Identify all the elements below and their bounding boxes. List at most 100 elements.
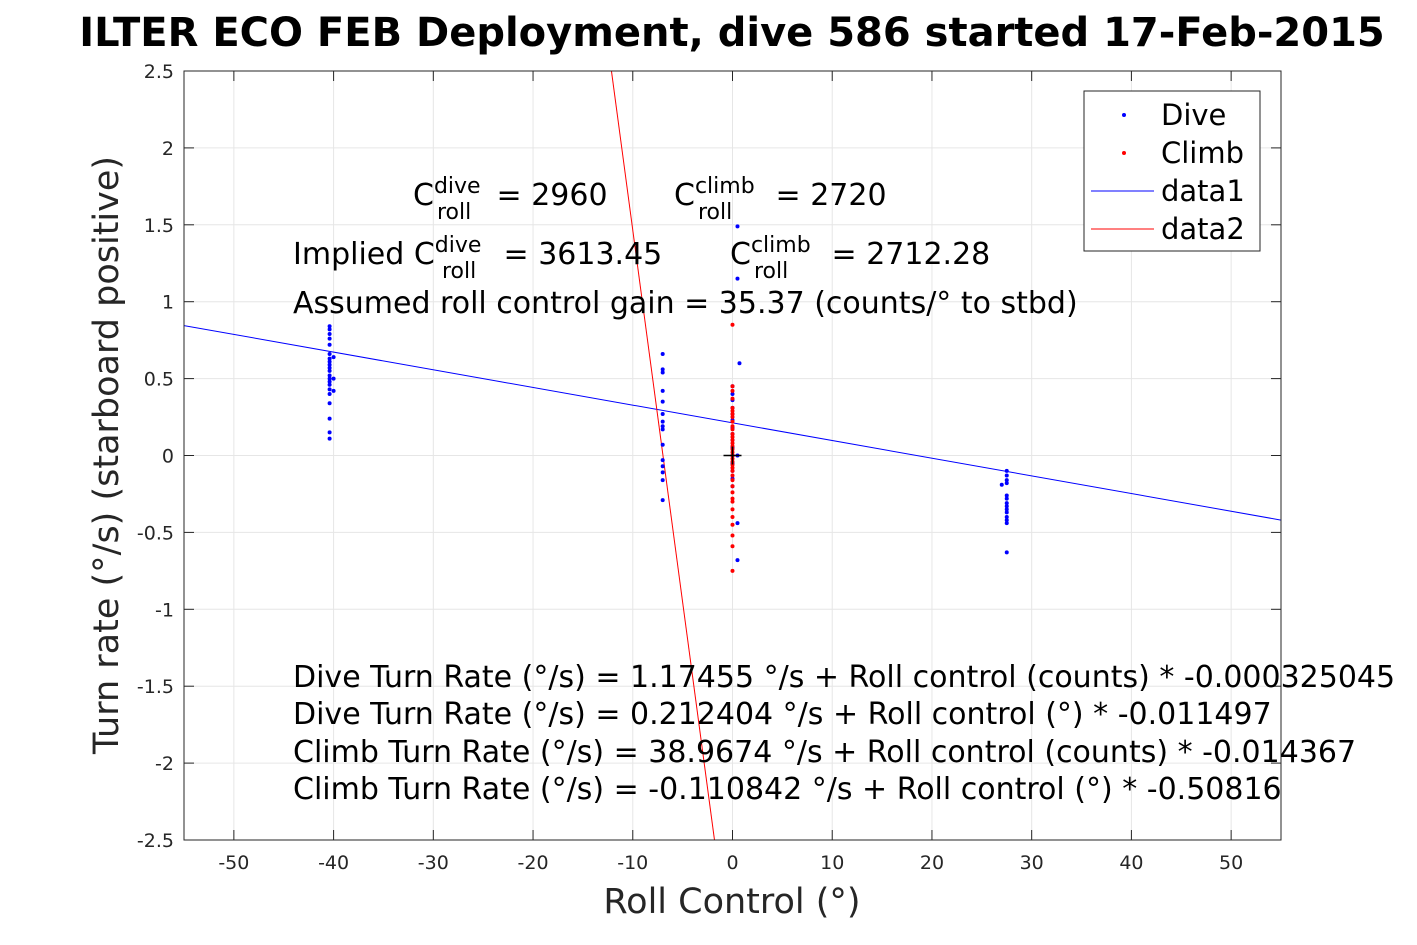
dive-point bbox=[327, 327, 332, 332]
y-tick-label: -1.5 bbox=[137, 676, 174, 698]
c-dive-annotation: Cdive roll = 2960 bbox=[413, 174, 608, 225]
dive-point bbox=[327, 376, 332, 381]
dive-point bbox=[1004, 515, 1009, 520]
legend-data2-label: data2 bbox=[1161, 212, 1245, 246]
dive-point bbox=[327, 430, 332, 435]
climb-point bbox=[730, 490, 735, 495]
dive-point bbox=[660, 419, 665, 424]
dive-point bbox=[1004, 468, 1009, 473]
dive-point bbox=[327, 373, 332, 378]
legend-data1-label: data1 bbox=[1161, 174, 1245, 208]
plot-box bbox=[183, 70, 1282, 841]
x-tick-label: -20 bbox=[518, 852, 549, 874]
y-tick-label: -2 bbox=[155, 753, 174, 775]
c-dive-value: = 2960 bbox=[487, 178, 608, 213]
dive-point bbox=[327, 336, 332, 341]
climb-point bbox=[730, 438, 735, 443]
climb-point bbox=[730, 441, 735, 446]
x-tick-label: 30 bbox=[1020, 852, 1044, 874]
implied-dive-sub: roll bbox=[442, 259, 476, 284]
dive-point bbox=[660, 424, 665, 429]
y-tick-label: 0.5 bbox=[144, 369, 174, 391]
annotations: Cdive roll = 2960 Cclimb roll = 2720 Impli… bbox=[293, 174, 1395, 807]
y-tick-label: 1.5 bbox=[144, 215, 174, 237]
dive-point bbox=[327, 351, 332, 356]
climb-point bbox=[730, 444, 735, 449]
dive-point bbox=[327, 401, 332, 406]
dive-point bbox=[327, 416, 332, 421]
equation-3: Climb Turn Rate (°/s) = 38.9674 °/s + Ro… bbox=[293, 735, 1356, 770]
y-tick-label: -2.5 bbox=[137, 830, 174, 852]
climb-point bbox=[730, 411, 735, 416]
dive-point bbox=[1004, 507, 1009, 512]
x-tick-label: 40 bbox=[1119, 852, 1143, 874]
climb-point bbox=[730, 533, 735, 538]
c-dive-sup: dive bbox=[434, 174, 481, 199]
dive-point bbox=[327, 342, 332, 347]
dive-point bbox=[327, 391, 332, 396]
dive-point bbox=[327, 379, 332, 384]
dive-point bbox=[327, 368, 332, 373]
x-axis-label: Roll Control (°) bbox=[603, 882, 860, 922]
dive-point bbox=[1004, 504, 1009, 509]
equation-4: Climb Turn Rate (°/s) = -0.110842 °/s + … bbox=[293, 772, 1282, 807]
climb-point bbox=[730, 384, 735, 389]
implied-climb-value: = 2712.28 bbox=[822, 237, 990, 272]
implied-dive-prefix: Implied C bbox=[293, 237, 435, 272]
dive-point bbox=[660, 470, 665, 475]
implied-climb-symbol: C bbox=[730, 237, 751, 272]
dive-point bbox=[1004, 521, 1009, 526]
dive-point bbox=[327, 331, 332, 336]
dive-point bbox=[331, 388, 336, 393]
c-climb-value: = 2720 bbox=[766, 178, 887, 213]
climb-point bbox=[730, 424, 735, 429]
dive-point bbox=[737, 361, 742, 366]
dive-point bbox=[660, 411, 665, 416]
dive-point bbox=[1004, 481, 1009, 486]
dive-point bbox=[1004, 493, 1009, 498]
implied-dive-annotation: Implied Cdive roll = 3613.45 bbox=[293, 233, 662, 284]
legend: Dive Climb data1 data2 bbox=[1083, 90, 1261, 252]
climb-point bbox=[730, 396, 735, 401]
dive-point bbox=[660, 464, 665, 469]
x-tick-label: 0 bbox=[726, 852, 738, 874]
c-climb-annotation: Cclimb roll = 2720 bbox=[674, 174, 887, 225]
dive-point bbox=[1004, 501, 1009, 506]
dive-point bbox=[327, 362, 332, 367]
dive-point bbox=[660, 442, 665, 447]
dive-point bbox=[1004, 518, 1009, 523]
axes-layer: -50 -40 -30 -20 -10 0 10 20 30 40 50-2.5-2-1.5-1-0… bbox=[137, 61, 1281, 874]
dive-point bbox=[327, 387, 332, 392]
dive-point bbox=[730, 391, 735, 396]
dive-point bbox=[1004, 510, 1009, 515]
dive-point bbox=[1004, 473, 1009, 478]
dive-point bbox=[735, 276, 740, 281]
climb-point bbox=[730, 462, 735, 467]
climb-point bbox=[730, 468, 735, 473]
x-tick-label: 20 bbox=[920, 852, 944, 874]
climb-point bbox=[730, 515, 735, 520]
dive-point bbox=[1004, 496, 1009, 501]
y-axis-label: Turn rate (°/s) (starboard positive) bbox=[87, 156, 127, 755]
climb-point bbox=[730, 484, 735, 489]
climb-point bbox=[730, 568, 735, 573]
dive-point bbox=[660, 367, 665, 372]
dive-point bbox=[1004, 478, 1009, 483]
dive-point bbox=[660, 458, 665, 463]
dive-point bbox=[327, 324, 332, 329]
climb-point bbox=[730, 408, 735, 413]
climb-point bbox=[730, 544, 735, 549]
c-climb-sub: roll bbox=[698, 200, 732, 225]
legend-box bbox=[1083, 90, 1261, 252]
climb-point bbox=[730, 322, 735, 327]
dive-point bbox=[327, 436, 332, 441]
dive-point bbox=[660, 498, 665, 503]
climb-point bbox=[730, 388, 735, 393]
climb-point bbox=[730, 496, 735, 501]
x-tick-label: -40 bbox=[318, 852, 349, 874]
dive-point bbox=[999, 482, 1004, 487]
y-tick-label: -0.5 bbox=[137, 522, 174, 544]
dive-point bbox=[660, 388, 665, 393]
climb-point bbox=[730, 405, 735, 410]
